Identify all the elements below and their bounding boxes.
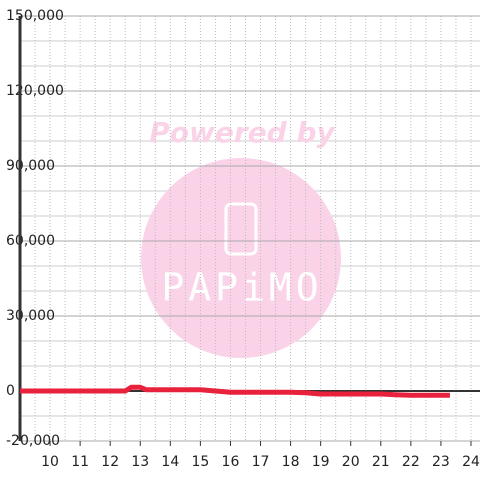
y-tick-label: 150,000	[6, 8, 64, 24]
x-tick-label: 22	[402, 454, 420, 470]
y-tick-label: 90,000	[6, 158, 55, 174]
x-tick-label: 15	[191, 454, 209, 470]
x-tick-label: 11	[71, 454, 89, 470]
y-tick-label: -20,000	[6, 433, 60, 449]
y-tick-label: 30,000	[6, 308, 55, 324]
y-tick-label: 60,000	[6, 233, 55, 249]
x-tick-label: 23	[432, 454, 450, 470]
x-tick-label: 14	[161, 454, 179, 470]
watermark-icon	[224, 202, 258, 256]
x-tick-label: 12	[101, 454, 119, 470]
x-tick-label: 21	[372, 454, 390, 470]
series-line	[20, 384, 450, 398]
watermark-brand: PAPiMO	[161, 266, 322, 310]
x-tick-label: 17	[252, 454, 270, 470]
x-tick-label: 13	[131, 454, 149, 470]
x-tick-label: 24	[462, 454, 480, 470]
x-tick-label: 16	[222, 454, 240, 470]
y-tick-label: 0	[6, 383, 15, 399]
x-tick-label: 10	[41, 454, 59, 470]
watermark-top: Powered by	[149, 116, 336, 149]
x-tick-label: 19	[312, 454, 330, 470]
x-tick-label: 20	[342, 454, 360, 470]
y-tick-label: 120,000	[6, 83, 64, 99]
watermark-circle	[141, 158, 341, 358]
x-tick-label: 18	[282, 454, 300, 470]
